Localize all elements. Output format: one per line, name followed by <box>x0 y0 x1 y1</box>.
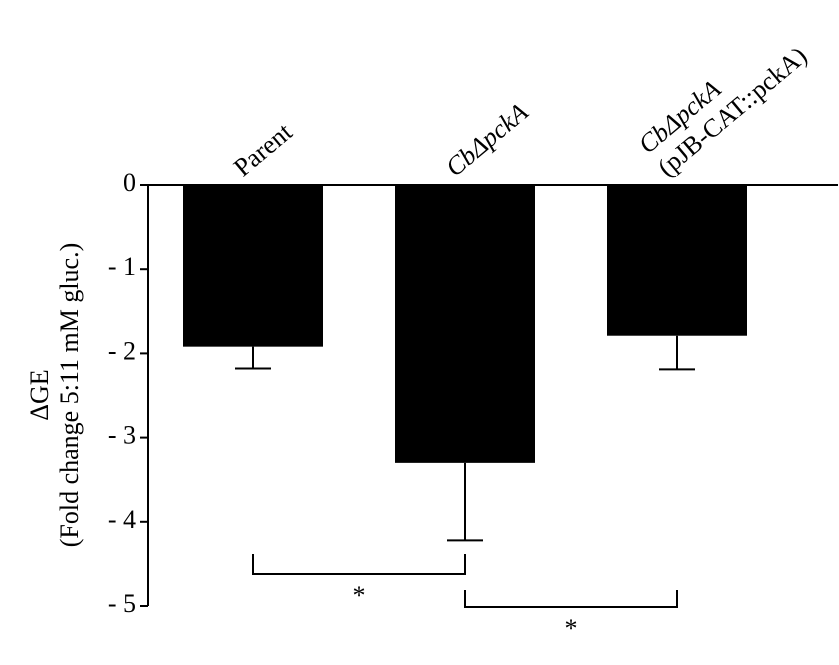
y-axis-title-line: (Fold change 5:11 mM gluc.) <box>55 243 84 547</box>
error-bar-line <box>659 335 695 371</box>
x-tick-label: CbΔpckA(pJB-CAT::pckA) <box>633 18 813 182</box>
y-tick-label: 0 <box>123 168 136 197</box>
y-axis-title: ΔGE (Fold change 5:11 mM gluc.) <box>25 243 84 547</box>
significance-label: * <box>565 614 578 643</box>
significance-label: * <box>353 581 366 610</box>
x-tick-label-group: Parent <box>228 117 298 182</box>
bar <box>607 185 747 336</box>
y-tick-label: - 2 <box>108 336 136 365</box>
error-bar-line <box>447 462 483 542</box>
y-tick-label: - 3 <box>108 421 136 450</box>
significance-bracket <box>252 554 466 575</box>
y-axis-title-line: ΔGE <box>25 369 54 420</box>
x-tick-label: Parent <box>228 117 298 182</box>
error-bar <box>659 335 695 371</box>
bar <box>183 185 323 347</box>
x-tick-label: CbΔpckA <box>440 97 533 182</box>
y-tick-label: - 5 <box>108 589 136 618</box>
bar <box>395 185 535 463</box>
y-tick-label: - 1 <box>108 252 136 281</box>
x-tick-label-group: CbΔpckA <box>440 97 533 182</box>
y-tick-label: - 4 <box>108 505 136 534</box>
x-tick-label-line: CbΔpckA <box>440 97 533 182</box>
error-bar <box>447 462 483 542</box>
error-bar <box>235 346 271 370</box>
x-tick-label-line: Parent <box>228 117 298 182</box>
significance-bracket <box>464 590 678 608</box>
x-tick-label-group: CbΔpckA(pJB-CAT::pckA) <box>633 18 813 182</box>
error-bar-line <box>235 346 271 370</box>
